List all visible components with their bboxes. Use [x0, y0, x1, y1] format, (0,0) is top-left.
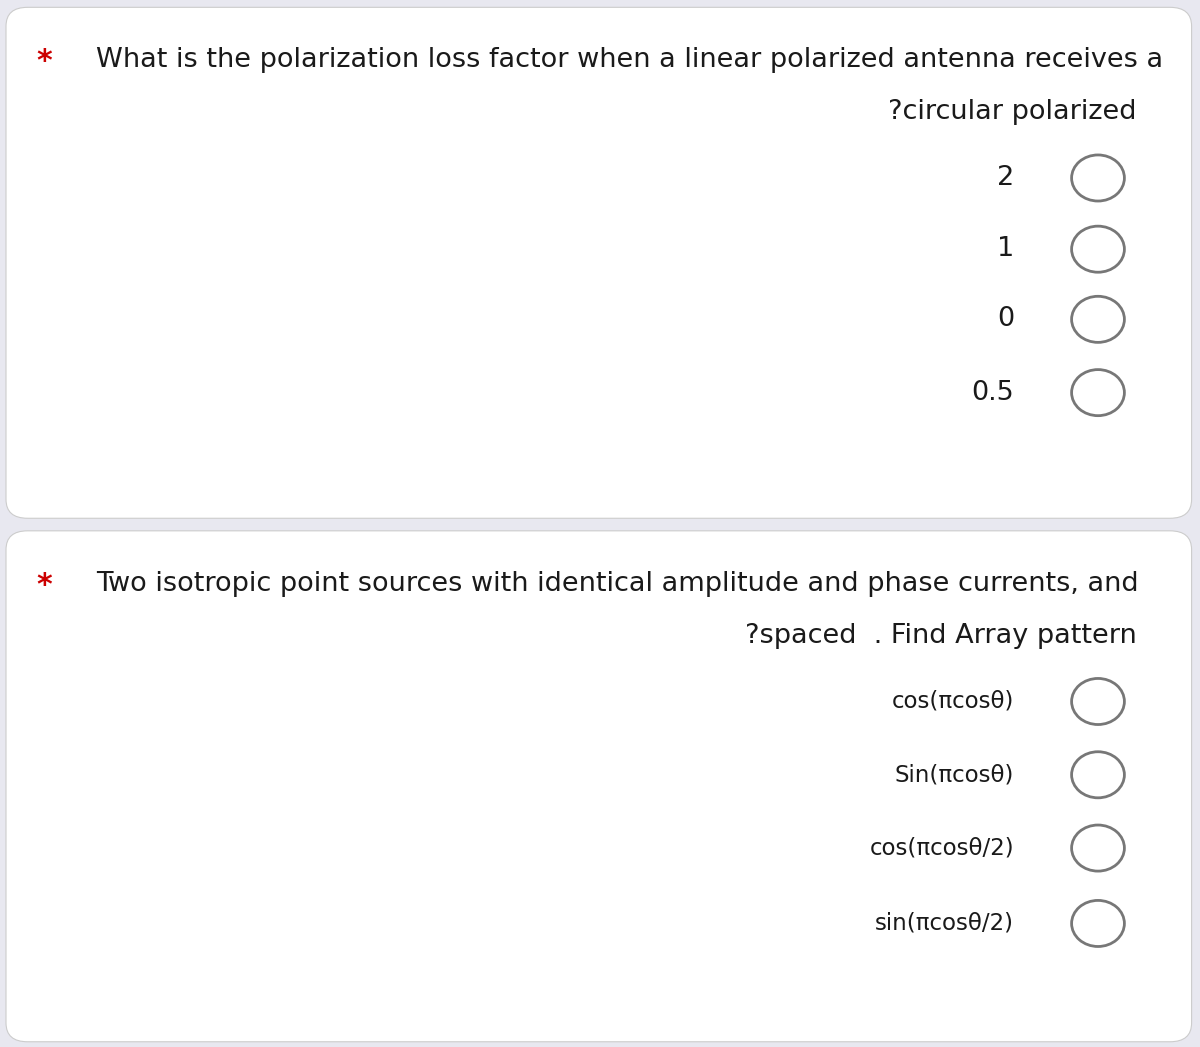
Text: *: * — [36, 47, 52, 76]
Text: What is the polarization loss factor when a linear polarized antenna receives a: What is the polarization loss factor whe… — [96, 47, 1163, 73]
Text: 2: 2 — [997, 165, 1014, 191]
Text: Sin(πcosθ): Sin(πcosθ) — [895, 763, 1014, 786]
Text: 0: 0 — [997, 307, 1014, 332]
Text: 0.5: 0.5 — [971, 380, 1014, 405]
FancyBboxPatch shape — [6, 531, 1192, 1042]
Text: cos(πcosθ/2): cos(πcosθ/2) — [869, 837, 1014, 860]
Text: 1: 1 — [997, 237, 1014, 262]
Text: ?spaced  . Find Array pattern: ?spaced . Find Array pattern — [745, 623, 1136, 649]
Text: *: * — [36, 571, 52, 600]
FancyBboxPatch shape — [6, 7, 1192, 518]
Text: cos(πcosθ): cos(πcosθ) — [892, 690, 1014, 713]
Text: sin(πcosθ/2): sin(πcosθ/2) — [875, 912, 1014, 935]
Text: ?circular polarized: ?circular polarized — [888, 99, 1136, 126]
Text: Two isotropic point sources with identical amplitude and phase currents, and: Two isotropic point sources with identic… — [96, 571, 1139, 597]
